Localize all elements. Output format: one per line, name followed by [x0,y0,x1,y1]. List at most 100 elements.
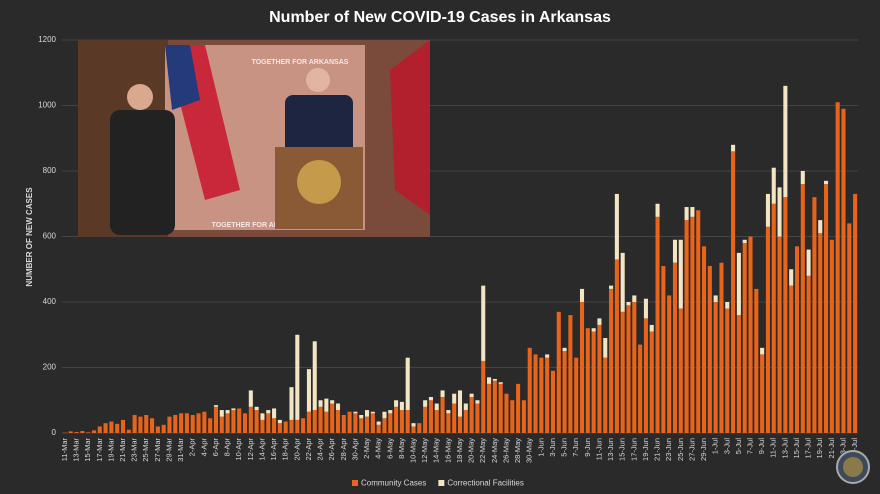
x-tick-label: 8-Apr [223,438,232,457]
bar-segment [736,315,741,433]
x-tick-label: 25-Jul [850,438,859,459]
bar-segment [777,236,782,433]
bar-segment [609,285,614,289]
bar-segment [318,406,323,433]
bar-segment [370,413,375,433]
bar-segment [632,295,637,302]
bar-segment [475,400,480,404]
bar-segment [597,324,602,433]
bar-segment [86,432,91,433]
x-tick-label: 23-Jun [664,438,673,461]
bar-segment [655,216,660,433]
x-tick-label: 28-May [513,438,522,463]
bar-segment [306,411,311,433]
x-tick-label: 10-May [409,438,418,463]
bar-segment [853,193,858,433]
bar-segment [97,426,102,433]
bar-segment [365,416,370,433]
bar-segment [574,357,579,433]
bar-segment [533,354,538,433]
bar-segment [696,210,701,433]
bar-segment [731,151,736,433]
bar-segment [312,341,317,411]
bar-segment [597,318,602,325]
bar-segment [382,411,387,419]
x-tick-label: 11-Mar [60,438,69,462]
x-tick-label: 17-Jun [629,438,638,461]
bar-segment [324,411,329,433]
bar-segment [620,311,625,433]
bar-segment [487,377,492,384]
bar-segment [190,414,195,433]
bar-segment [213,405,219,407]
bar-segment [835,102,840,433]
bar-segment [626,302,631,306]
x-tick-label: 10-Apr [234,438,243,461]
x-tick-label: 16-May [443,438,452,463]
bar-segment [527,347,532,433]
speaker [285,95,353,155]
bar-segment [446,413,451,433]
bar-segment [225,413,230,433]
x-tick-label: 9-Jul [757,438,766,455]
bar-segment [394,400,399,407]
x-tick-label: 23-Jul [838,438,847,459]
x-tick-label: 24-May [490,438,499,463]
bar-segment [481,285,486,361]
bar-segment [411,423,416,427]
bar-segment [539,357,544,433]
bar-segment [411,426,416,433]
bar-segment [789,285,794,433]
bar-segment [684,220,689,433]
bar-segment [742,243,747,433]
bar-segment [818,233,823,433]
x-tick-label: 23-Mar [130,438,139,462]
bar-segment [428,396,433,401]
bar-segment [365,410,370,417]
bar-segment [672,262,678,433]
bar-segment [725,302,730,309]
x-tick-label: 12-Apr [246,438,255,461]
bar-segment [272,408,277,419]
bar-segment [643,318,648,433]
x-tick-label: 1-Jun [536,438,545,457]
bar-segment [760,347,765,355]
bar-segment [731,144,736,152]
bar-segment [353,411,358,414]
bar-segment [91,430,96,433]
bar-segment [626,305,631,433]
x-tick-label: 1-Jul [711,438,720,455]
bar-segment [643,298,648,319]
bar-segment [847,223,852,433]
bar-segment [155,426,160,433]
bar-segment [783,197,788,433]
bar-segment [184,413,189,433]
bar-segment [638,344,643,433]
x-tick-label: 20-Apr [292,438,301,461]
bar-segment [219,410,224,417]
bar-segment [254,410,259,433]
x-tick-label: 19-Jul [815,438,824,459]
x-tick-label: 22-Apr [304,438,313,461]
bar-segment [150,418,155,433]
bar-segment [376,421,381,425]
bar-segment [266,413,271,433]
bar-segment [736,252,741,316]
y-axis-label: NUMBER OF NEW CASES [25,187,34,287]
backdrop-text: TOGETHER FOR ARKANSAS [212,222,309,229]
x-tick-label: 5-Jun [560,438,569,457]
bar-segment [800,184,805,433]
bar-segment [806,249,811,276]
x-tick-label: 24-Apr [316,438,325,461]
bar-segment [260,413,265,420]
chart-title: Number of New COVID-19 Cases in Arkansas [269,9,611,26]
bar-segment [800,171,805,185]
bar-segment [138,416,143,433]
podium-seal [297,160,341,204]
x-tick-label: 5-Jul [734,438,743,455]
x-tick-label: 12-May [420,438,429,463]
bar-segment [440,390,445,397]
bar-segment [771,203,776,433]
bar-segment [423,406,428,433]
bar-segment [179,413,184,433]
